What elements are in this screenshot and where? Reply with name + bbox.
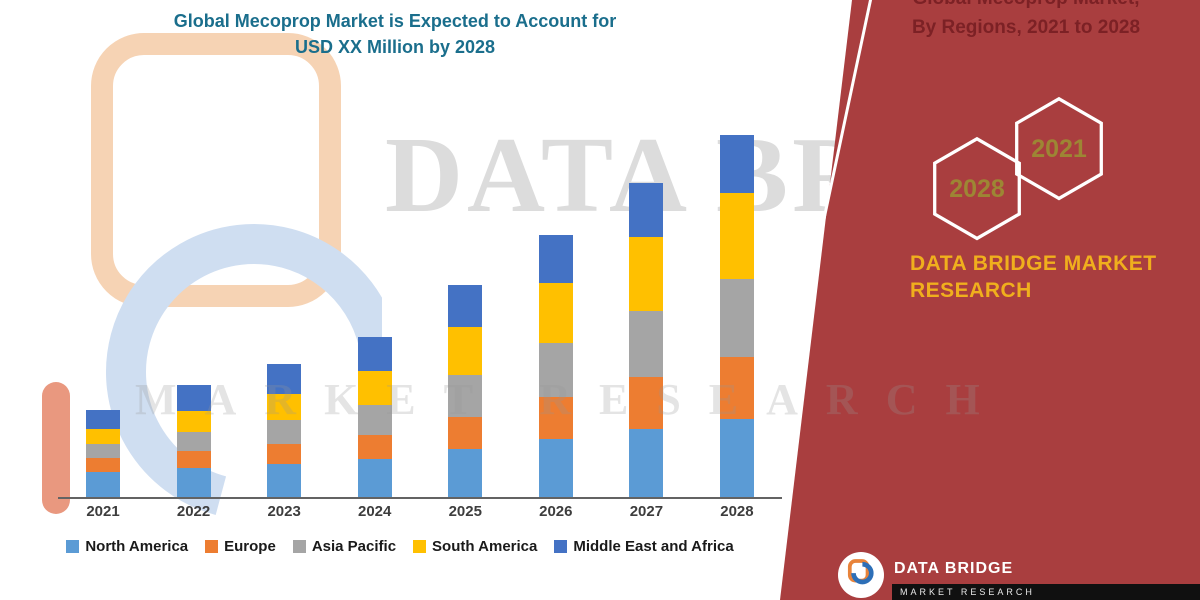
x-axis-label-2026: 2026 <box>539 503 573 520</box>
bar-segment-south-america <box>538 283 573 343</box>
legend-marker <box>66 540 80 553</box>
footer-brand-name: DATA BRIDGE <box>894 560 1014 577</box>
legend-label: Middle East and Africa <box>573 538 734 555</box>
bar-segment-middle-east-and-africa <box>86 410 120 429</box>
bar-segment-asia-pacific <box>719 279 754 357</box>
bar-2024 <box>330 337 420 497</box>
x-axis-label-2025: 2025 <box>448 503 482 520</box>
legend-item-europe: Europe <box>205 538 276 555</box>
bar-segment-europe <box>357 435 392 459</box>
bar-segment-south-america <box>448 327 483 375</box>
legend-label: South America <box>432 538 538 555</box>
bar-segment-middle-east-and-africa <box>176 385 211 411</box>
bar-segment-asia-pacific <box>357 405 392 435</box>
databridge-logo-icon <box>847 559 874 585</box>
panel-heading-line2: By Regions, 2021 to 2028 <box>911 17 1141 38</box>
legend-marker <box>554 540 568 553</box>
bar-segment-south-america <box>629 237 664 311</box>
bar-2026 <box>511 235 601 497</box>
legend-item-asia-pacific: Asia Pacific <box>292 538 397 555</box>
bar-segment-middle-east-and-africa <box>719 135 754 193</box>
bar-segment-europe <box>176 451 211 468</box>
bar-segment-south-america <box>267 394 302 420</box>
hexagon-2021-label: 2021 <box>1031 134 1087 163</box>
hexagon-2028: 2028 <box>930 136 1024 242</box>
bar-segment-middle-east-and-africa <box>357 337 392 371</box>
x-axis-label-2028: 2028 <box>720 503 754 520</box>
bar-segment-south-america <box>719 193 754 279</box>
bar-segment-asia-pacific <box>538 343 573 397</box>
bar-segment-middle-east-and-africa <box>538 235 573 283</box>
footer-sub-brand-bar: MARKET RESEARCH <box>892 584 1200 600</box>
x-axis-label-2024: 2024 <box>358 503 392 520</box>
legend-item-north-america: North America <box>66 538 188 555</box>
bar-segment-asia-pacific <box>86 444 120 458</box>
bar-segment-middle-east-and-africa <box>629 183 664 237</box>
footer-logo-circle <box>838 552 884 598</box>
bar-segment-asia-pacific <box>267 420 302 444</box>
bar-2027 <box>601 183 691 497</box>
bar-segment-north-america <box>357 459 392 497</box>
legend-label: North America <box>85 538 189 555</box>
databridge-logo-watermark <box>22 22 402 537</box>
legend-item-south-america: South America <box>413 538 537 555</box>
legend-label: Asia Pacific <box>311 538 397 555</box>
bar-2028 <box>692 135 782 497</box>
x-axis-label-2021: 2021 <box>86 503 120 520</box>
x-axis-labels: 2021 2022 2023 2024 2025 2026 2027 2028 <box>58 503 782 520</box>
panel-brand-line1: DATA BRIDGE MARKET <box>910 252 1157 275</box>
bar-segment-asia-pacific <box>629 311 664 377</box>
panel-brand-line2: RESEARCH <box>910 279 1032 302</box>
bar-2025 <box>420 285 510 497</box>
bar-segment-north-america <box>719 419 754 497</box>
bar-segment-north-america <box>538 439 573 497</box>
chart-legend: North America Europe Asia Pacific South Ame… <box>30 538 770 555</box>
bar-segment-middle-east-and-africa <box>267 364 302 394</box>
bar-segment-south-america <box>357 371 392 405</box>
bar-segment-north-america <box>448 449 483 497</box>
bar-segment-europe <box>719 357 754 419</box>
chart-title: Global Mecoprop Market is Expected to Ac… <box>30 8 760 60</box>
hexagon-2028-label: 2028 <box>949 174 1005 203</box>
bar-segment-europe <box>629 377 664 429</box>
bar-segment-south-america <box>86 429 120 444</box>
bar-segment-europe <box>86 458 120 472</box>
chart-plot <box>58 130 782 499</box>
bar-2022 <box>149 385 239 497</box>
bar-segment-north-america <box>176 468 211 497</box>
bar-2023 <box>239 364 329 497</box>
panel-heading-line1: Global Mecoprop Market, <box>893 0 1159 13</box>
bar-segment-europe <box>448 417 483 449</box>
bar-segment-europe <box>267 444 302 464</box>
bar-2021 <box>58 410 148 497</box>
bar-segment-north-america <box>629 429 664 497</box>
legend-label: Europe <box>224 538 276 555</box>
panel-brand-text: DATA BRIDGE MARKET RESEARCH <box>910 250 1157 304</box>
bar-segment-north-america <box>267 464 302 497</box>
legend-item-middle-east-and-africa: Middle East and Africa <box>554 538 734 555</box>
x-axis-label-2027: 2027 <box>629 503 664 520</box>
bar-segment-south-america <box>176 411 211 432</box>
hexagon-2021: 2021 <box>1012 96 1106 202</box>
panel-heading: Global Mecoprop Market, By Regions, 2021… <box>893 0 1159 42</box>
legend-marker <box>205 540 219 553</box>
x-axis-label-2023: 2023 <box>267 503 301 520</box>
bar-segment-europe <box>538 397 573 439</box>
bar-segment-middle-east-and-africa <box>448 285 483 327</box>
bar-segment-asia-pacific <box>448 375 483 417</box>
bar-segment-asia-pacific <box>176 432 211 451</box>
bar-segment-north-america <box>86 472 120 497</box>
legend-marker <box>292 540 306 553</box>
chart-title-line2: USD XX Million by 2028 <box>294 37 496 57</box>
legend-marker <box>413 540 427 553</box>
chart-title-line1: Global Mecoprop Market is Expected to Ac… <box>173 11 617 31</box>
x-axis-label-2022: 2022 <box>176 503 211 520</box>
